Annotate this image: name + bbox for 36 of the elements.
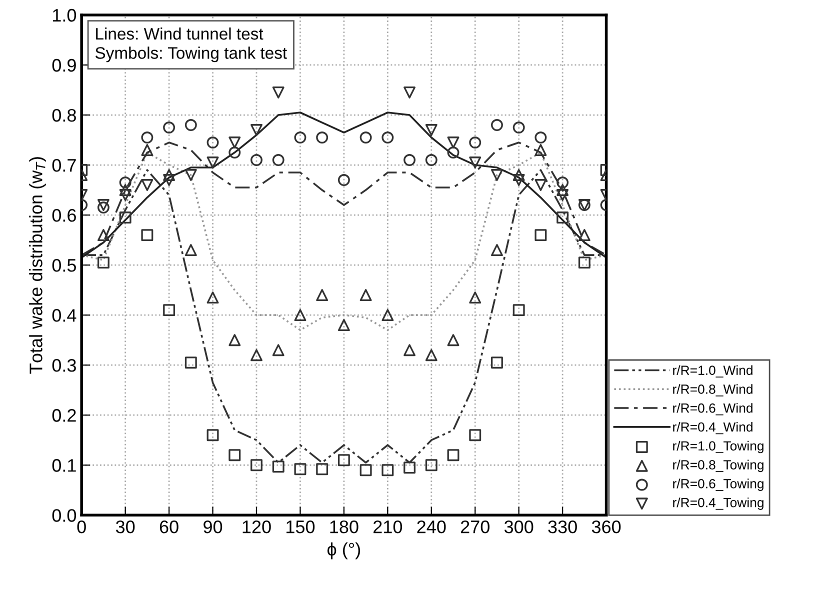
- legend-label: r/R=0.6_Wind: [673, 403, 752, 416]
- y-tick-label: 1.0: [53, 8, 76, 22]
- x-tick-label: 90: [204, 520, 222, 534]
- y-tick-label: 0.9: [52, 58, 76, 72]
- y-tick-label: 0.3: [52, 359, 76, 372]
- y-tick-label: 0.2: [52, 409, 76, 422]
- x-tick-label: 150: [286, 520, 315, 534]
- x-tick-label: 0: [77, 520, 86, 534]
- x-tick-label: 30: [116, 520, 135, 534]
- x-tick-label: 300: [504, 520, 534, 534]
- legend-label: r/R=0.6_Towing: [673, 478, 764, 491]
- x-tick-label: 210: [374, 520, 402, 534]
- legend-label: r/R=0.8_Wind: [673, 384, 752, 396]
- y-tick-label: 0.6: [52, 208, 76, 222]
- legend-label: r/R=0.4_Wind: [673, 422, 752, 434]
- y-tick-label: 0.1: [52, 459, 76, 472]
- y-tick-label: 0.4: [52, 309, 76, 322]
- x-tick-label: 120: [242, 520, 271, 534]
- y-tick-label: 0.7: [52, 158, 76, 172]
- annotation: Symbols: Towing tank test: [95, 46, 287, 62]
- x-tick-label: 180: [330, 520, 358, 534]
- x-axis-title: ϕ (°): [327, 542, 360, 560]
- annotation: Lines: Wind tunnel test: [96, 27, 264, 40]
- x-tick-label: 360: [592, 520, 621, 534]
- y-tick-label: 0.0: [52, 509, 76, 522]
- legend-label: r/R=1.0_Wind: [673, 365, 752, 378]
- y-tick-label: 0.5: [52, 258, 76, 272]
- legend-label: r/R=1.0_Towing: [673, 440, 764, 454]
- x-tick-label: 60: [160, 520, 178, 534]
- y-tick-label: 0.8: [52, 108, 76, 122]
- legend-label: r/R=0.8_Towing: [673, 460, 764, 472]
- x-tick-label: 270: [460, 520, 490, 534]
- x-tick-label: 330: [548, 520, 577, 534]
- x-tick-label: 240: [417, 520, 446, 534]
- y-axis-title: Total wake distribution (w$_{T}$): [29, 157, 46, 374]
- legend-label: r/R=0.4_Towing: [673, 498, 764, 510]
